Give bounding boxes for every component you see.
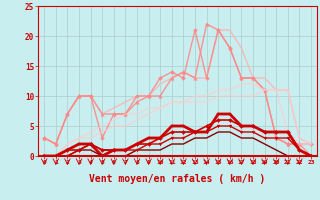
- X-axis label: Vent moyen/en rafales ( km/h ): Vent moyen/en rafales ( km/h ): [90, 174, 266, 184]
